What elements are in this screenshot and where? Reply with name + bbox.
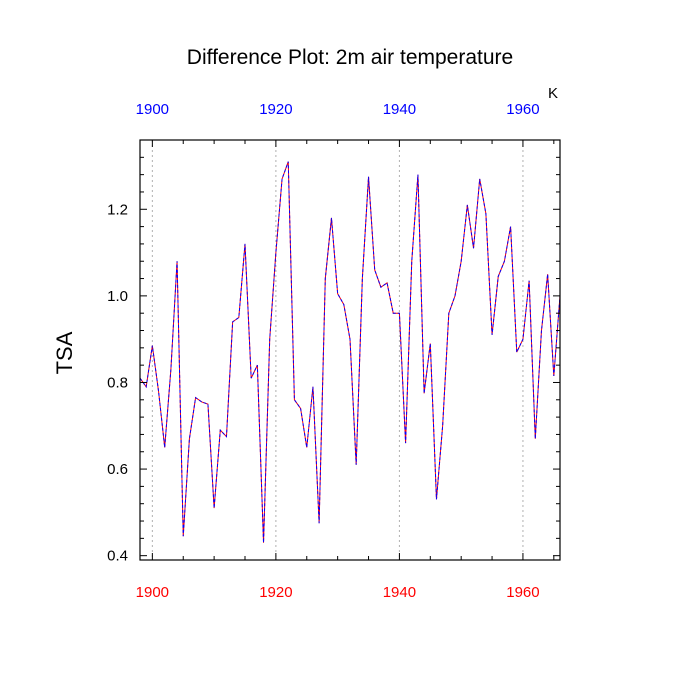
x-tick-label-top: 1960 xyxy=(506,101,539,118)
units-label: K xyxy=(548,85,558,102)
x-tick-label-top: 1920 xyxy=(259,101,292,118)
plot-frame xyxy=(139,139,561,561)
series-line-1 xyxy=(139,161,561,543)
chart-title: Difference Plot: 2m air temperature xyxy=(187,46,513,69)
series-layer xyxy=(139,161,561,543)
x-tick-label-bottom: 1920 xyxy=(259,584,292,601)
x-tick-label-top: 1900 xyxy=(136,101,169,118)
series-line-2 xyxy=(139,161,561,543)
y-axis-label: TSA xyxy=(52,331,77,374)
x-tick-label-bottom: 1940 xyxy=(383,584,416,601)
y-tick-label: 0.8 xyxy=(107,374,128,391)
y-tick-label: 1.0 xyxy=(107,288,128,305)
x-tick-label-bottom: 1960 xyxy=(506,584,539,601)
y-tick-label: 0.6 xyxy=(107,461,128,478)
x-tick-label-top: 1940 xyxy=(383,101,416,118)
y-tick-label: 1.2 xyxy=(107,201,128,218)
x-tick-label-bottom: 1900 xyxy=(136,584,169,601)
axes: 0.4 0.6 0.8 1.0 1.2 1900 1900 1920 1920 1940 1940 1… xyxy=(107,101,561,601)
y-tick-label: 0.4 xyxy=(107,548,128,565)
gridlines xyxy=(151,140,524,560)
